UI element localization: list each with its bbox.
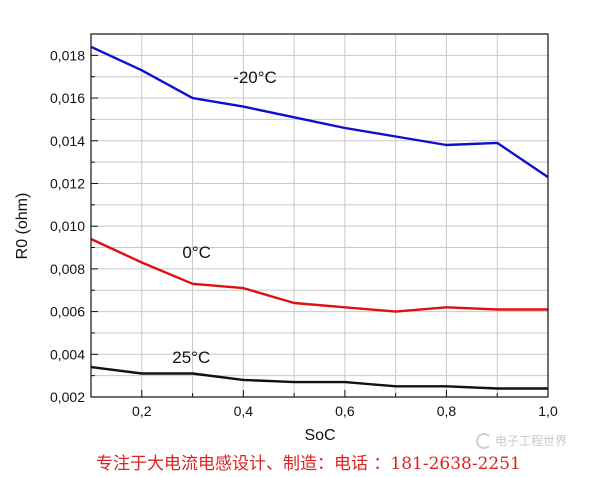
y-tick-label: 0,018 xyxy=(50,47,85,63)
y-axis-title: R0 (ohm) xyxy=(14,193,31,260)
plot-frame xyxy=(90,33,549,398)
y-tick-label: 0,016 xyxy=(50,90,85,106)
watermark-text: 电子工程世界 xyxy=(495,434,568,448)
series-labels: -20°C 0°C 25°C xyxy=(172,68,277,367)
eeworld-logo-icon xyxy=(476,432,492,449)
series-line xyxy=(90,237,548,313)
y-tick-label: 0,006 xyxy=(50,304,85,320)
y-tick-label: 0,002 xyxy=(50,389,85,405)
tick-labels: 0,2 0,4 0,6 0,8 1,0 0,002 0,004 0,006 0,008 0,010… xyxy=(50,47,558,419)
watermark: 电子工程世界 xyxy=(476,432,567,449)
x-tick-label: 0,8 xyxy=(437,403,457,419)
x-axis-title: SoC xyxy=(304,427,335,444)
plot-lines xyxy=(90,45,549,390)
footer-contact-text: 专注于大电流电感设计、制造：电话 ：181-2638-2251 xyxy=(96,454,521,474)
x-tick-label: 1,0 xyxy=(538,403,558,419)
series-label: -20°C xyxy=(233,68,277,87)
y-tick-label: 0,012 xyxy=(50,175,85,191)
x-tick-label: 0,6 xyxy=(335,403,355,419)
x-tick-label: 0,2 xyxy=(132,403,152,419)
y-tick-label: 0,008 xyxy=(50,261,85,277)
grid xyxy=(91,34,548,397)
ticks xyxy=(91,54,498,397)
series-label: 25°C xyxy=(172,348,210,367)
y-tick-label: 0,004 xyxy=(50,346,85,362)
y-tick-label: 0,010 xyxy=(50,218,85,234)
x-tick-label: 0,4 xyxy=(234,403,254,419)
y-tick-label: 0,014 xyxy=(50,133,85,149)
series-line xyxy=(90,45,549,179)
series-label: 0°C xyxy=(182,243,211,262)
series-line xyxy=(90,365,548,390)
